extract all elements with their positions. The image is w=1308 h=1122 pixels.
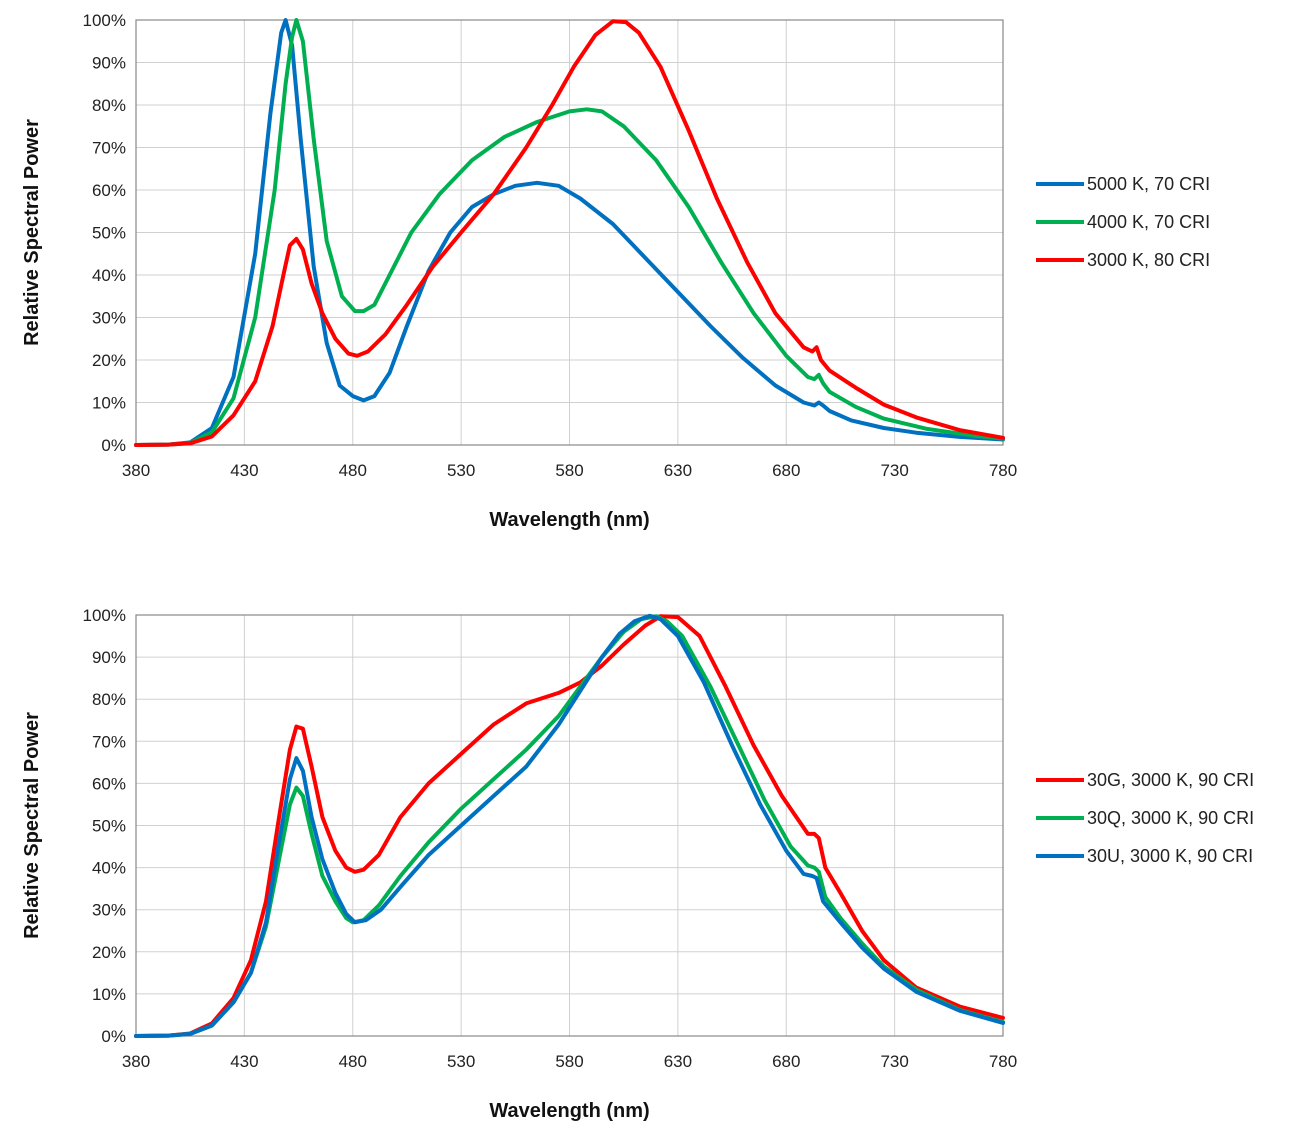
plot-area-frame <box>135 19 1004 446</box>
legend-label: 30Q, 3000 K, 90 CRI <box>1087 808 1254 828</box>
y-tick-label: 50% <box>92 817 126 836</box>
y-tick-label: 90% <box>92 54 126 73</box>
x-tick-label: 680 <box>772 461 800 480</box>
x-tick-label: 380 <box>122 461 150 480</box>
y-tick-label: 70% <box>92 139 126 158</box>
x-tick-label: 680 <box>772 1052 800 1071</box>
legend: 30G, 3000 K, 90 CRI 30Q, 3000 K, 90 CRI 30… <box>1036 770 1254 866</box>
x-tick-label: 530 <box>447 1052 475 1071</box>
y-tick-label: 90% <box>92 648 126 667</box>
x-tick-label: 480 <box>339 461 367 480</box>
chart-1: 0% 10% 20% 30% 40% 50% 60% 70% 80% 90% 100% 380 430 4… <box>21 11 1210 531</box>
x-axis-title: Wavelength (nm) <box>489 509 649 531</box>
y-tick-label: 0% <box>101 436 126 455</box>
x-tick-label: 630 <box>664 461 692 480</box>
legend-label: 30U, 3000 K, 90 CRI <box>1087 846 1253 866</box>
series-line <box>134 614 1005 1038</box>
legend: 5000 K, 70 CRI 4000 K, 70 CRI 3000 K, 80 C… <box>1036 174 1210 270</box>
y-tick-label: 60% <box>92 774 126 793</box>
y-tick-label: 10% <box>92 394 126 413</box>
x-tick-label: 480 <box>339 1052 367 1071</box>
x-axis-title: Wavelength (nm) <box>489 1100 649 1122</box>
y-tick-label: 100% <box>83 11 126 30</box>
y-tick-label: 60% <box>92 181 126 200</box>
y-tick-label: 20% <box>92 351 126 370</box>
series-line <box>134 613 1005 1038</box>
x-tick-label: 780 <box>989 1052 1017 1071</box>
x-tick-label: 730 <box>880 1052 908 1071</box>
y-axis-title: Relative Spectral Power <box>21 712 43 939</box>
series-line <box>134 18 1005 447</box>
y-tick-label: 70% <box>92 732 126 751</box>
legend-label: 3000 K, 80 CRI <box>1087 250 1210 270</box>
y-tick-label: 80% <box>92 96 126 115</box>
plot-area-frame <box>135 614 1004 1037</box>
legend-label: 5000 K, 70 CRI <box>1087 174 1210 194</box>
series-line <box>134 19 1005 447</box>
series-line <box>134 614 1005 1038</box>
x-tick-label: 730 <box>880 461 908 480</box>
legend-label: 30G, 3000 K, 90 CRI <box>1087 770 1254 790</box>
y-tick-label: 50% <box>92 224 126 243</box>
y-tick-label: 40% <box>92 859 126 878</box>
x-tick-label: 580 <box>555 461 583 480</box>
x-tick-label: 430 <box>230 461 258 480</box>
x-tick-label: 530 <box>447 461 475 480</box>
x-tick-label: 630 <box>664 1052 692 1071</box>
x-tick-label: 430 <box>230 1052 258 1071</box>
y-axis-title: Relative Spectral Power <box>21 119 43 346</box>
y-tick-label: 30% <box>92 901 126 920</box>
y-tick-label: 10% <box>92 985 126 1004</box>
legend-label: 4000 K, 70 CRI <box>1087 212 1210 232</box>
y-tick-label: 100% <box>83 606 126 625</box>
y-tick-label: 20% <box>92 943 126 962</box>
series-line <box>134 18 1005 447</box>
y-tick-label: 30% <box>92 309 126 328</box>
y-tick-label: 80% <box>92 690 126 709</box>
chart-2: 0% 10% 20% 30% 40% 50% 60% 70% 80% 90% 100% 380 430 4… <box>21 606 1254 1122</box>
x-tick-label: 380 <box>122 1052 150 1071</box>
y-tick-label: 40% <box>92 266 126 285</box>
y-tick-label: 0% <box>101 1027 126 1046</box>
x-tick-label: 780 <box>989 461 1017 480</box>
x-tick-label: 580 <box>555 1052 583 1071</box>
